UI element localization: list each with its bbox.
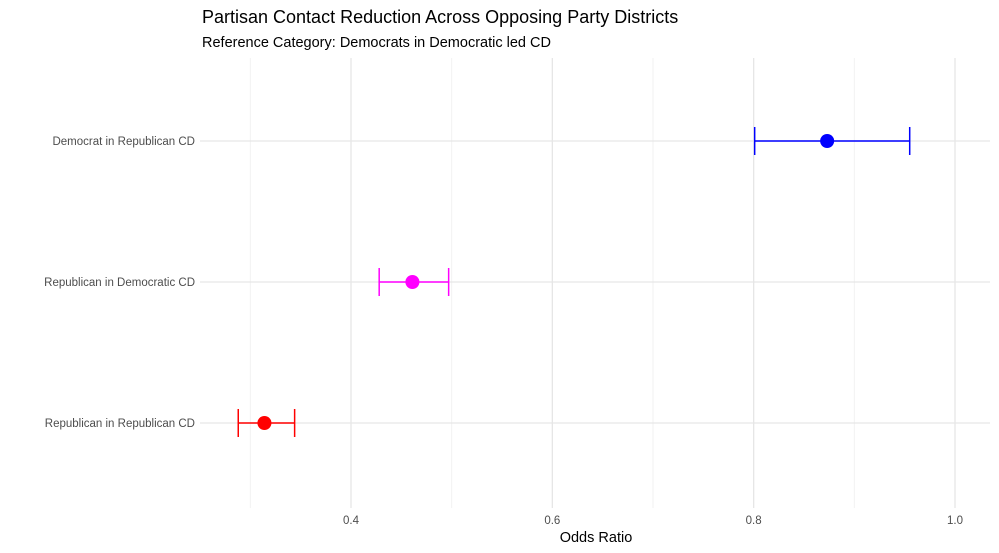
y-category-label: Republican in Republican CD [45,418,195,430]
x-tick-label: 0.8 [746,515,762,527]
minor-gridlines [249,58,855,508]
chart-subtitle: Reference Category: Democrats in Democra… [202,35,551,51]
estimate-point [820,134,835,148]
y-category-label: Republican in Democratic CD [44,277,195,289]
x-tick-label: 0.4 [343,515,360,527]
x-axis-title: Odds Ratio [560,530,633,546]
y-category-label: Democrat in Republican CD [52,136,195,148]
data-marks [237,127,911,437]
major-gridlines [200,58,990,508]
estimate-point [257,416,272,430]
estimate-point [405,275,420,289]
x-axis-labels: 0.4 0.6 0.8 1.0 [343,515,963,527]
x-tick-label: 1.0 [947,515,963,527]
chart-title: Partisan Contact Reduction Across Opposi… [202,7,678,27]
y-axis-labels: Democrat in Republican CD Republican in D… [44,136,195,430]
x-tick-label: 0.6 [544,515,560,527]
